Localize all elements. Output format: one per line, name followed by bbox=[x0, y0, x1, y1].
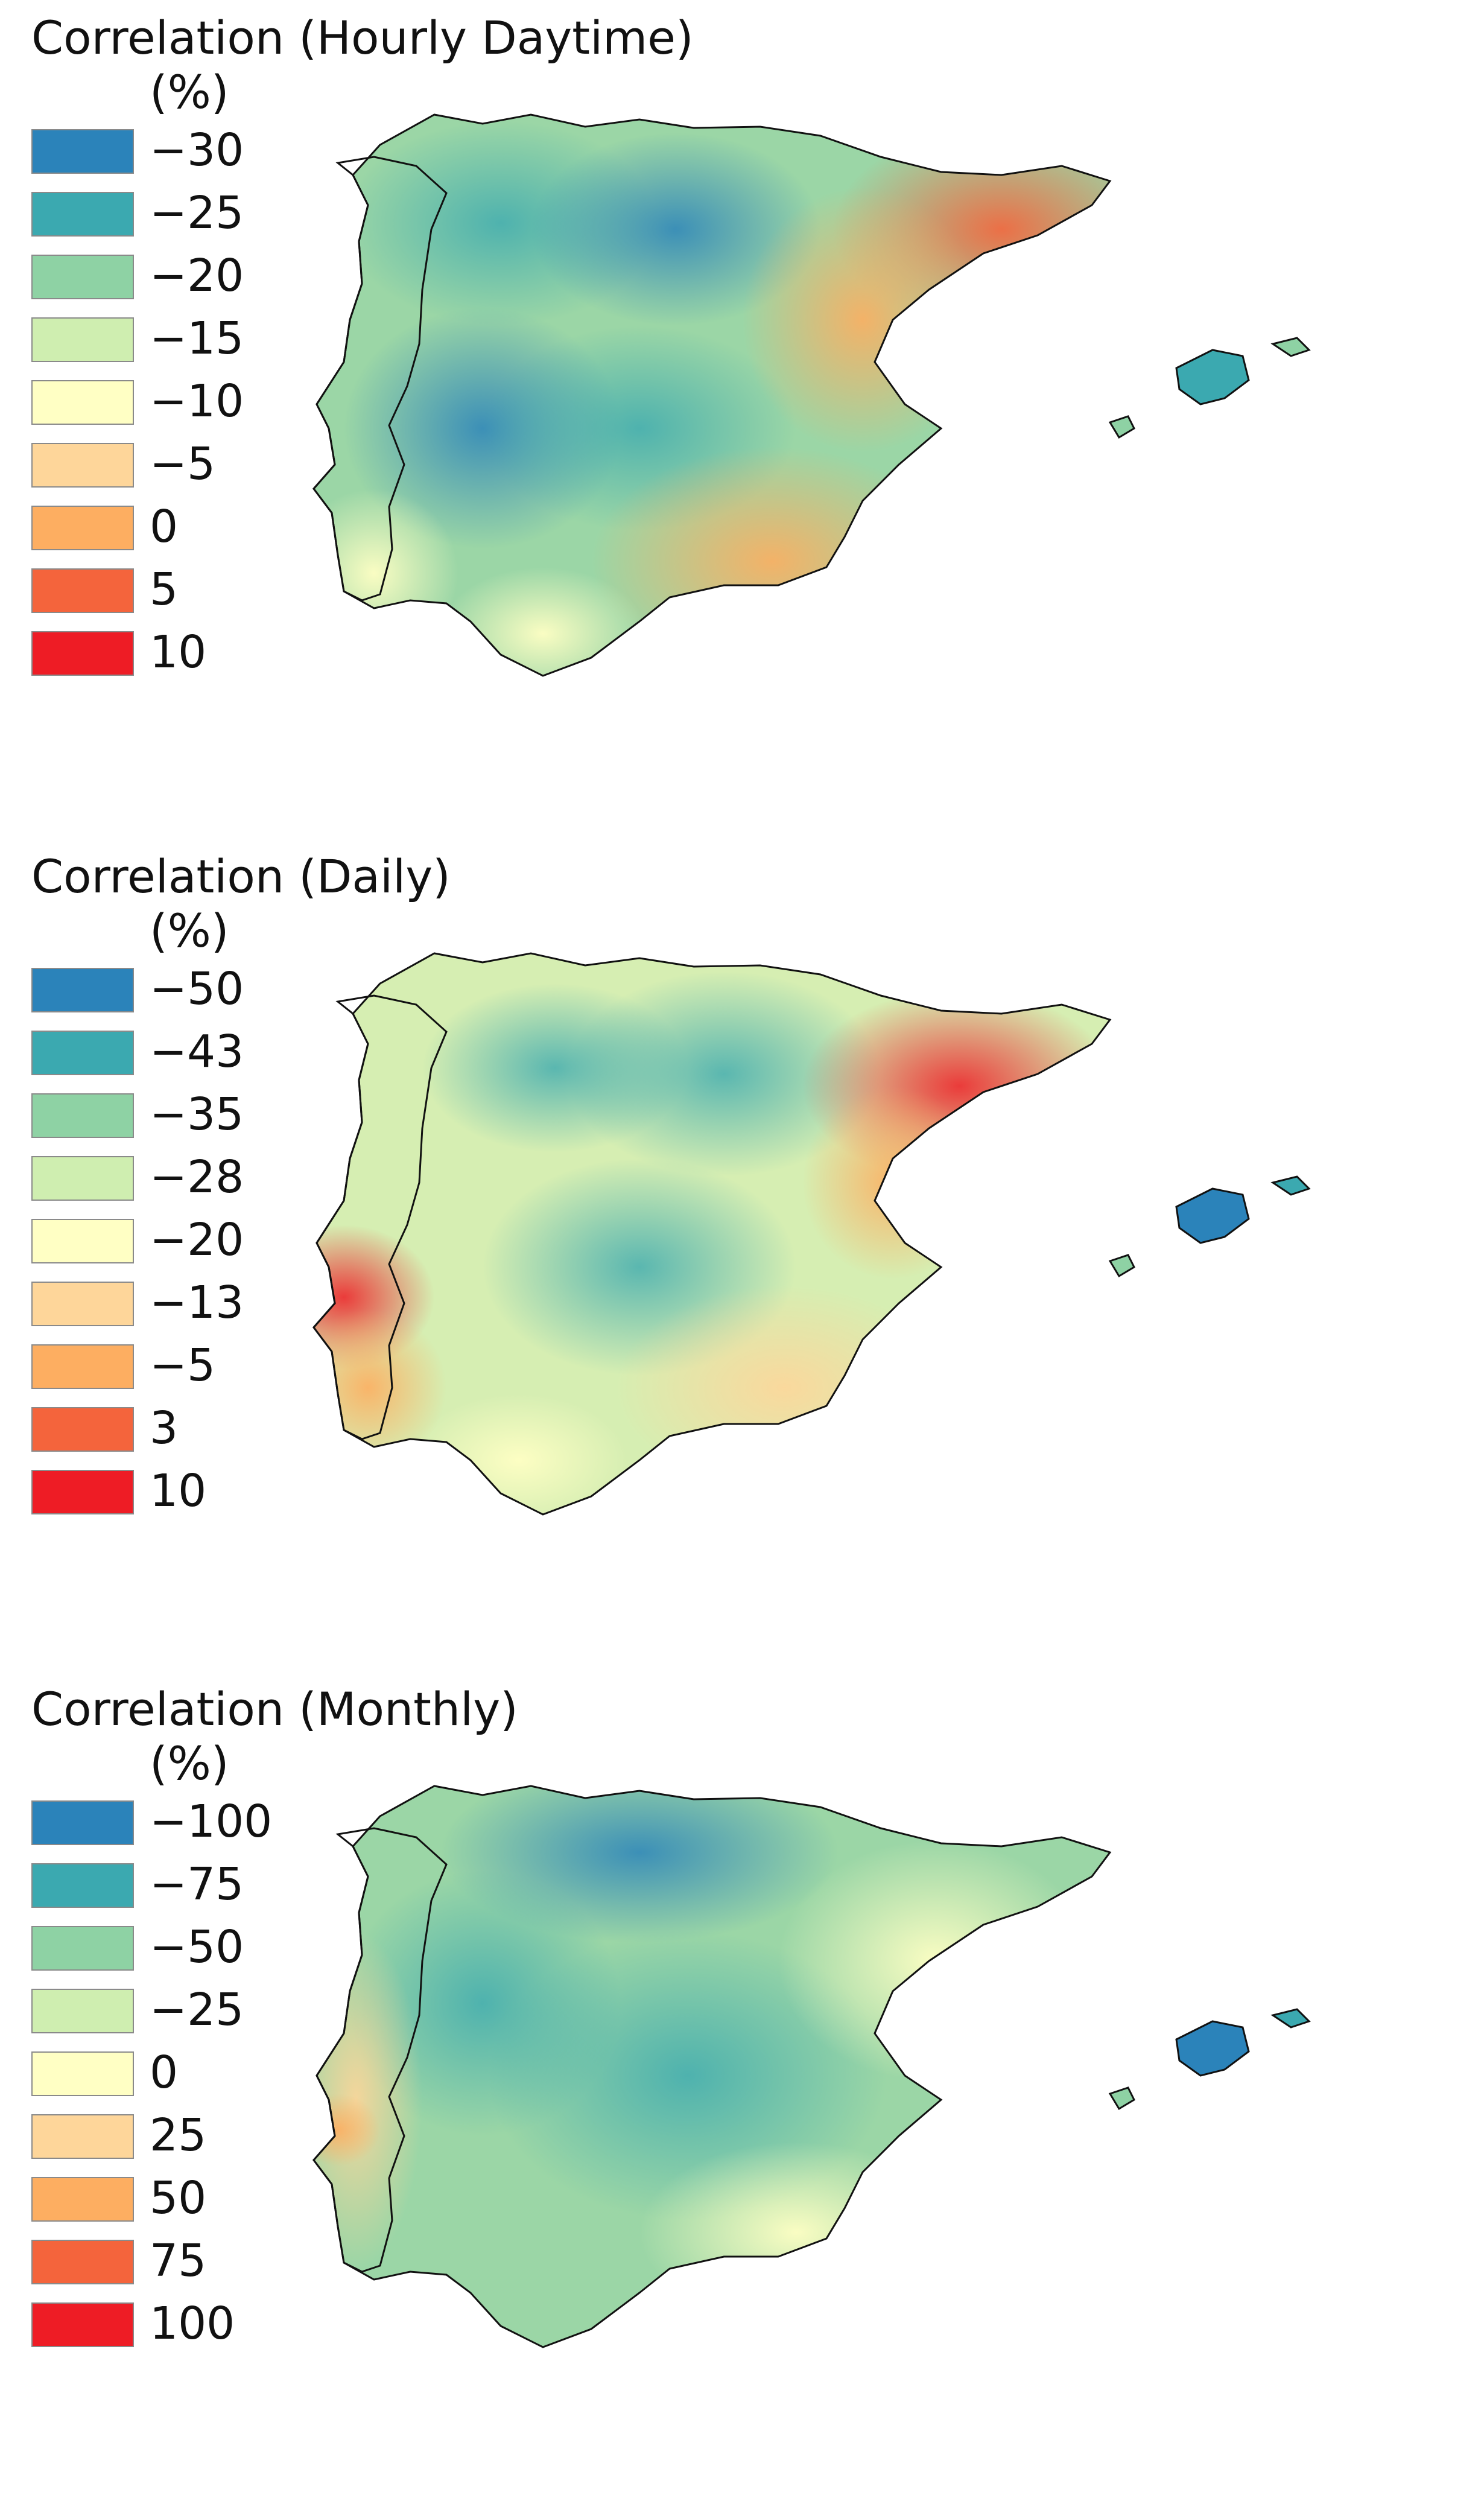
legend-swatch bbox=[31, 443, 134, 488]
iberia-map bbox=[312, 952, 1310, 1516]
legend-label: 5 bbox=[150, 564, 179, 615]
iberia-map bbox=[312, 1785, 1310, 2348]
legend-swatch bbox=[31, 1344, 134, 1389]
ibiza-island bbox=[1109, 1254, 1135, 1277]
menorca-island bbox=[1272, 2008, 1310, 2029]
legend-swatch bbox=[31, 192, 134, 237]
legend-label: 0 bbox=[150, 501, 179, 553]
legend-label: 10 bbox=[150, 626, 207, 678]
iberia-map bbox=[312, 113, 1310, 677]
legend-label: −35 bbox=[150, 1088, 244, 1140]
legend-swatch bbox=[31, 2302, 134, 2347]
legend-label: −5 bbox=[150, 1339, 216, 1391]
legend-label: −20 bbox=[150, 1214, 244, 1266]
legend-label: −50 bbox=[150, 963, 244, 1015]
legend-swatch bbox=[31, 1219, 134, 1263]
legend-swatch bbox=[31, 506, 134, 550]
legend-label: −15 bbox=[150, 313, 244, 364]
mallorca-island bbox=[1175, 349, 1250, 405]
legend-label: −20 bbox=[150, 250, 244, 302]
legend-swatch bbox=[31, 1156, 134, 1201]
legend-swatch bbox=[31, 2240, 134, 2284]
panel-title: Correlation (Daily) bbox=[31, 850, 451, 903]
legend-swatch bbox=[31, 129, 134, 174]
heat-layer bbox=[314, 1786, 1092, 2323]
legend-label: −25 bbox=[150, 1984, 244, 2036]
legend-label: 10 bbox=[150, 1465, 207, 1517]
legend-unit: (%) bbox=[150, 1737, 229, 1790]
legend-label: −43 bbox=[150, 1026, 244, 1078]
legend-swatch bbox=[31, 1282, 134, 1326]
menorca-island bbox=[1272, 1175, 1310, 1196]
legend-label: −50 bbox=[150, 1921, 244, 1973]
legend-unit: (%) bbox=[150, 65, 229, 119]
legend-swatch bbox=[31, 1926, 134, 1971]
legend-swatch bbox=[31, 1093, 134, 1138]
mallorca-island bbox=[1175, 1187, 1250, 1244]
ibiza-island bbox=[1109, 415, 1135, 439]
panel-daily: Correlation (Daily) (%) −50 −43 −35 −28 … bbox=[0, 839, 1484, 1671]
legend-swatch bbox=[31, 1800, 134, 1845]
legend-label: 100 bbox=[150, 2298, 235, 2350]
legend-swatch bbox=[31, 2051, 134, 2096]
legend-label: 75 bbox=[150, 2235, 207, 2287]
legend-swatch bbox=[31, 2177, 134, 2222]
legend-swatch bbox=[31, 255, 134, 299]
ibiza-island bbox=[1109, 2086, 1135, 2110]
legend-label: −25 bbox=[150, 187, 244, 239]
legend-swatch bbox=[31, 1407, 134, 1452]
legend-label: 3 bbox=[150, 1402, 179, 1454]
legend-swatch bbox=[31, 1031, 134, 1075]
legend-label: 0 bbox=[150, 2047, 179, 2099]
legend-label: 25 bbox=[150, 2109, 207, 2161]
mallorca-island bbox=[1175, 2020, 1250, 2077]
legend-swatch bbox=[31, 568, 134, 613]
legend-label: −13 bbox=[150, 1277, 244, 1329]
panel-title: Correlation (Monthly) bbox=[31, 1682, 518, 1736]
legend-label: −100 bbox=[150, 1796, 273, 1848]
panel-monthly: Correlation (Monthly) (%) −100 −75 −50 −… bbox=[0, 1671, 1484, 2504]
legend-swatch bbox=[31, 968, 134, 1012]
legend-swatch bbox=[31, 1989, 134, 2033]
legend-label: −75 bbox=[150, 1858, 244, 1910]
legend-unit: (%) bbox=[150, 904, 229, 958]
legend-swatch bbox=[31, 631, 134, 676]
panel-hourly: Correlation (Hourly Daytime) (%) −30 −25… bbox=[0, 0, 1484, 833]
legend-swatch bbox=[31, 1470, 134, 1514]
legend-label: 50 bbox=[150, 2172, 207, 2224]
legend-label: −5 bbox=[150, 438, 216, 490]
legend-label: −10 bbox=[150, 375, 244, 427]
panel-title: Correlation (Hourly Daytime) bbox=[31, 11, 694, 65]
legend-label: −28 bbox=[150, 1151, 244, 1203]
legend-label: −30 bbox=[150, 124, 244, 176]
menorca-island bbox=[1272, 337, 1310, 357]
legend-swatch bbox=[31, 1863, 134, 1908]
legend-swatch bbox=[31, 317, 134, 362]
heat-layer bbox=[314, 121, 1110, 676]
legend-swatch bbox=[31, 380, 134, 425]
legend-swatch bbox=[31, 2114, 134, 2159]
